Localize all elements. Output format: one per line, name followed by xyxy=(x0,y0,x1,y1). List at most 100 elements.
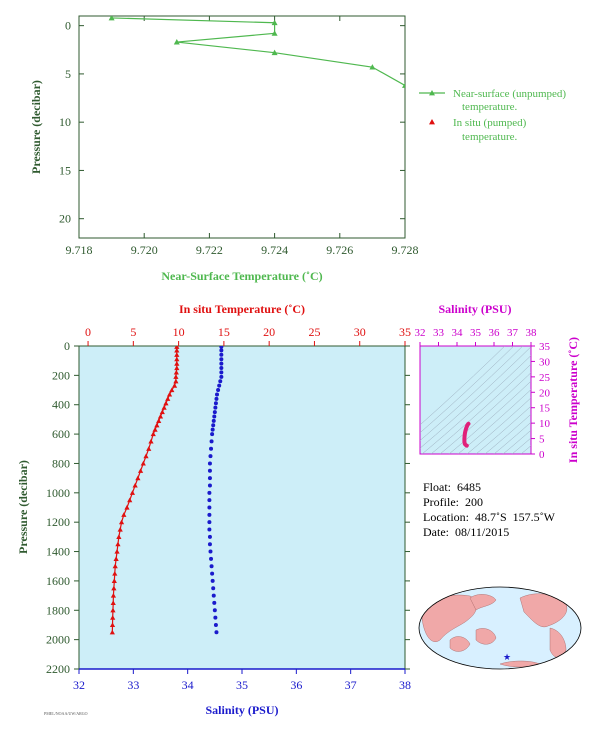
ts-temperature-tick-label: 25 xyxy=(539,372,551,384)
top-y-tick-label: 10 xyxy=(59,115,71,129)
temperature-point xyxy=(174,347,180,353)
temperature-point xyxy=(163,400,169,406)
pressure-tick-label: 800 xyxy=(52,456,70,470)
ts-curve-line xyxy=(462,421,471,448)
top-y-tick-label: 5 xyxy=(65,67,71,81)
salinity-point xyxy=(211,586,216,591)
ts-temperature-tick-label: 0 xyxy=(539,449,545,461)
salinity-tick-label: 37 xyxy=(345,678,357,692)
temperature-point xyxy=(117,526,123,532)
top-y-axis-ticks: 0 5 10 15 20 xyxy=(59,19,405,226)
temperature-tick-label: 10 xyxy=(173,325,185,339)
legend-label-near-surface: Near-surface (unpumped) xyxy=(453,88,566,100)
ts-curve xyxy=(462,421,471,448)
temperature-axis-ticks: 0 5 10 15 20 25 30 35 xyxy=(85,325,411,346)
salinity-point xyxy=(209,556,214,561)
salinity-point xyxy=(207,505,212,510)
salinity-point xyxy=(216,388,221,393)
temperature-tick-label: 35 xyxy=(399,325,411,339)
temperature-point xyxy=(111,585,117,591)
salinity-point xyxy=(209,446,214,451)
temperature-point xyxy=(115,541,121,547)
temperature-point xyxy=(174,361,180,366)
temperature-point xyxy=(113,556,119,561)
ts-salinity-tick-label: 32 xyxy=(415,327,426,339)
salinity-axis-label: Salinity (PSU) xyxy=(205,703,278,717)
salinity-point xyxy=(211,418,216,423)
main-plot-area xyxy=(78,345,406,670)
float-location: Location: 48.7˚S 157.5˚W xyxy=(423,510,555,524)
isopycnal-line xyxy=(475,405,531,454)
salinity-tick-label: 36 xyxy=(290,678,302,692)
temperature-point xyxy=(112,570,118,576)
salinity-point xyxy=(218,379,223,384)
isopycnal-line xyxy=(439,372,531,454)
near-surface-point xyxy=(402,82,405,88)
salinity-point xyxy=(207,527,212,532)
legend-label-in-situ: In situ (pumped) xyxy=(453,117,527,129)
salinity-point xyxy=(215,392,220,397)
top-x-tick-label: 9.726 xyxy=(326,243,353,257)
salinity-point xyxy=(212,600,217,605)
ts-temperature-tick-label: 20 xyxy=(539,387,551,399)
temperature-tick-label: 20 xyxy=(263,325,275,339)
isopycnal-line xyxy=(420,346,515,434)
top-plot-area xyxy=(78,15,406,239)
top-x-axis-ticks: 9.718 9.720 9.722 9.724 9.726 9.728 xyxy=(66,16,419,257)
temperature-point xyxy=(118,519,125,525)
temperature-point xyxy=(109,622,116,628)
legend-label-in-situ-2: temperature. xyxy=(462,131,518,143)
float-id: Float: 6485 xyxy=(423,480,482,494)
profile-series-group xyxy=(109,346,224,635)
temperature-point xyxy=(156,418,162,423)
isopycnal-line xyxy=(484,413,531,454)
temperature-point xyxy=(174,352,180,357)
profile-date: Date: 08/11/2015 xyxy=(423,525,510,539)
pressure-tick-label: 0 xyxy=(64,339,70,353)
salinity-point xyxy=(207,512,212,517)
pressure-tick-label: 200 xyxy=(52,368,70,382)
temperature-point xyxy=(116,534,122,539)
ts-salinity-tick-label: 33 xyxy=(433,327,445,339)
temperature-tick-label: 0 xyxy=(85,325,91,339)
salinity-point xyxy=(210,427,215,432)
isopycnal-line xyxy=(457,389,531,454)
isopycnal-line xyxy=(511,437,531,454)
salinity-point xyxy=(207,498,212,503)
salinity-point xyxy=(217,383,222,388)
salinity-point xyxy=(207,483,212,488)
salinity-point xyxy=(207,490,212,495)
isopycnal-line xyxy=(466,397,531,454)
temperature-point xyxy=(169,387,175,393)
temperature-tick-label: 25 xyxy=(308,325,320,339)
top-legend: Near-surface (unpumped) temperature. In … xyxy=(419,88,566,143)
pressure-axis-ticks: 0 200 400 600 800 1000 1200 1400 1600 1800 2000 220… xyxy=(46,339,410,676)
near-surface-point xyxy=(271,19,278,26)
ts-salinity-tick-label: 38 xyxy=(526,327,538,339)
ts-diagram: 32 33 34 35 36 37 38 0 5 10 15 20 25 30 35 Salinity (… xyxy=(415,302,581,463)
salinity-tick-label: 33 xyxy=(127,678,139,692)
map-land xyxy=(421,593,581,668)
isopycnal-line xyxy=(420,346,531,449)
temperature-point xyxy=(121,512,127,517)
temperature-point xyxy=(154,422,160,428)
temperature-point xyxy=(174,365,180,371)
temperature-tick-label: 15 xyxy=(218,325,230,339)
pressure-tick-label: 600 xyxy=(52,427,70,441)
ts-temperature-tick-label: 15 xyxy=(539,403,551,415)
salinity-point xyxy=(212,414,217,419)
salinity-point xyxy=(212,608,217,613)
pressure-tick-label: 1800 xyxy=(46,603,70,617)
ts-temperature-label: In situ Temperature (˚C) xyxy=(566,337,580,463)
salinity-tick-label: 34 xyxy=(182,678,194,692)
salinity-point xyxy=(212,410,217,415)
temperature-point xyxy=(146,446,152,451)
top-y-tick-label: 0 xyxy=(65,19,71,33)
salinity-point xyxy=(219,357,224,362)
ts-temperature-tick-label: 30 xyxy=(539,356,551,368)
isopycnal-line xyxy=(420,346,524,441)
salinity-point xyxy=(210,571,215,576)
top-y-tick-label: 20 xyxy=(59,212,71,226)
isopycnal-line xyxy=(420,346,506,426)
